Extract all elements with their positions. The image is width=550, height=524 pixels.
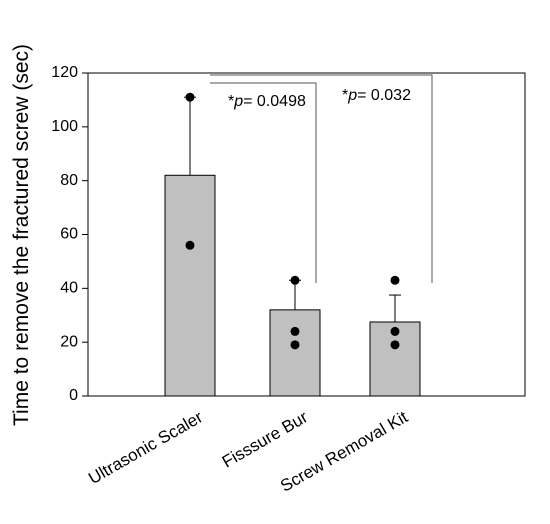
annotation-part: p [347, 87, 357, 104]
data-point [290, 275, 300, 285]
y-axis-label: Time to remove the fractured screw (sec) [10, 44, 33, 426]
y-tick-label: 40 [60, 280, 78, 297]
data-point [185, 92, 195, 102]
data-point [390, 326, 400, 336]
x-tick-label: Ultrasonic Scaler [85, 407, 206, 488]
bar [269, 309, 321, 397]
annotation-part: * [342, 87, 348, 104]
y-tick-label: 100 [51, 118, 78, 135]
annotation-part: p [233, 93, 243, 110]
data-point [290, 326, 300, 336]
y-tick-label: 60 [60, 226, 78, 243]
bar [164, 174, 216, 397]
annotation-part: = 0.0498 [243, 93, 306, 110]
data-point [390, 340, 400, 350]
y-tick-label: 20 [60, 333, 78, 350]
x-tick-label: Fisssure Bur [219, 407, 311, 471]
bracket [210, 82, 317, 283]
data-point [185, 240, 195, 250]
y-tick-label: 0 [69, 387, 78, 404]
annotation-part: = 0.032 [357, 87, 411, 104]
annotation: *p= 0.0498 [228, 93, 306, 110]
annotation: *p= 0.032 [342, 87, 411, 104]
bracket [210, 74, 433, 283]
data-point [290, 340, 300, 350]
significance-brackets [210, 74, 433, 283]
data-point [390, 275, 400, 285]
annotation-part: * [228, 93, 234, 110]
y-tick-label: 80 [60, 172, 78, 189]
y-tick-label: 120 [51, 64, 78, 81]
